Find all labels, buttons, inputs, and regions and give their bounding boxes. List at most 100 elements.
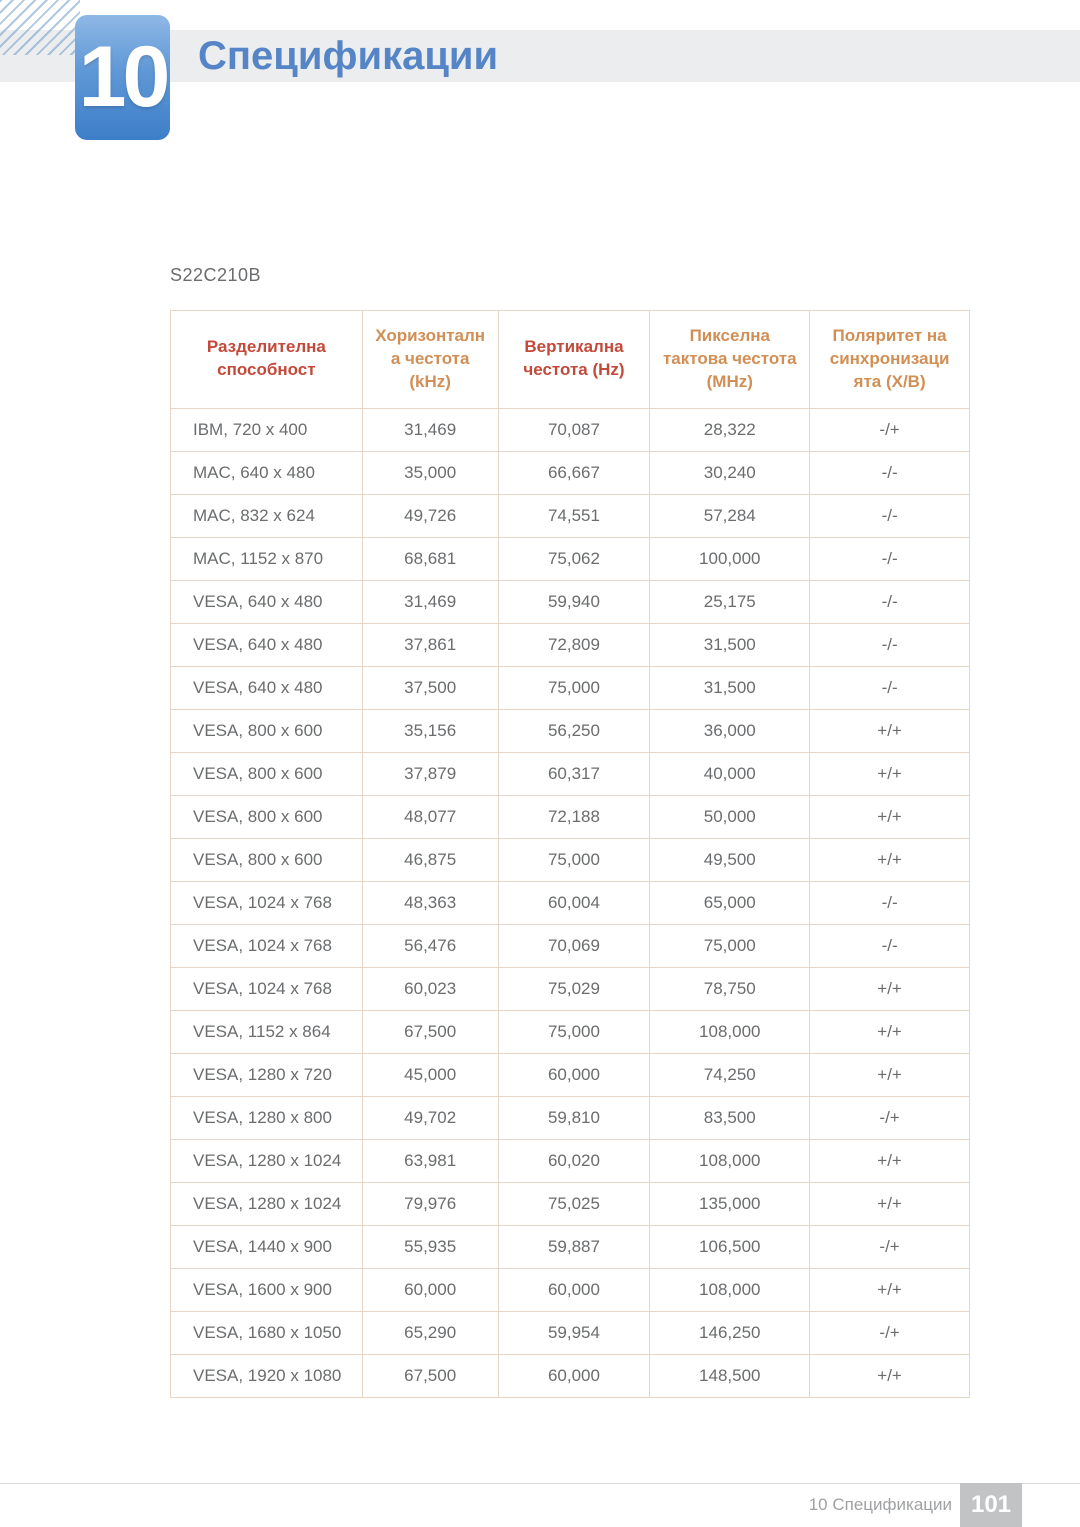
table-cell: 70,087 xyxy=(498,408,650,451)
page-number: 101 xyxy=(971,1491,1011,1519)
table-cell: 36,000 xyxy=(650,709,810,752)
table-cell: 45,000 xyxy=(362,1053,498,1096)
table-cell: 31,500 xyxy=(650,666,810,709)
table-cell: 57,284 xyxy=(650,494,810,537)
table-cell: -/+ xyxy=(810,1225,970,1268)
table-cell: +/+ xyxy=(810,1053,970,1096)
table-cell: 46,875 xyxy=(362,838,498,881)
table-cell: 75,000 xyxy=(498,666,650,709)
spec-table: Разделителна способностХоризонталн а чес… xyxy=(170,310,970,1398)
table-cell: 108,000 xyxy=(650,1139,810,1182)
table-row: VESA, 1600 x 90060,00060,000108,000+/+ xyxy=(171,1268,970,1311)
table-cell: 74,551 xyxy=(498,494,650,537)
table-row: VESA, 1024 x 76856,47670,06975,000-/- xyxy=(171,924,970,967)
table-row: VESA, 640 x 48037,50075,00031,500-/- xyxy=(171,666,970,709)
table-cell: -/+ xyxy=(810,1311,970,1354)
table-cell: VESA, 1280 x 720 xyxy=(171,1053,363,1096)
table-cell: VESA, 1152 x 864 xyxy=(171,1010,363,1053)
table-cell: 79,976 xyxy=(362,1182,498,1225)
chapter-title: Спецификации xyxy=(198,34,498,79)
table-cell: -/+ xyxy=(810,1096,970,1139)
footer-text: 10 Спецификации xyxy=(809,1495,952,1515)
table-cell: 63,981 xyxy=(362,1139,498,1182)
table-cell: 60,023 xyxy=(362,967,498,1010)
table-cell: 106,500 xyxy=(650,1225,810,1268)
table-cell: 135,000 xyxy=(650,1182,810,1225)
table-row: VESA, 1280 x 80049,70259,81083,500-/+ xyxy=(171,1096,970,1139)
table-header-row: Разделителна способностХоризонталн а чес… xyxy=(171,311,970,409)
table-cell: 60,317 xyxy=(498,752,650,795)
col-vfreq: Вертикална честота (Hz) xyxy=(498,311,650,409)
footer-bar: 10 Спецификации 101 xyxy=(0,1483,1080,1527)
table-cell: VESA, 1280 x 1024 xyxy=(171,1139,363,1182)
table-row: VESA, 1280 x 72045,00060,00074,250+/+ xyxy=(171,1053,970,1096)
table-cell: +/+ xyxy=(810,1010,970,1053)
table-cell: 75,000 xyxy=(498,1010,650,1053)
table-cell: 48,077 xyxy=(362,795,498,838)
table-cell: +/+ xyxy=(810,709,970,752)
page-number-box: 101 xyxy=(960,1483,1022,1527)
table-cell: 59,887 xyxy=(498,1225,650,1268)
col-pclk: Пикселна тактова честота (MHz) xyxy=(650,311,810,409)
table-row: VESA, 800 x 60035,15656,25036,000+/+ xyxy=(171,709,970,752)
table-cell: 25,175 xyxy=(650,580,810,623)
table-cell: IBM, 720 x 400 xyxy=(171,408,363,451)
table-cell: 60,000 xyxy=(498,1053,650,1096)
chapter-number: 10 xyxy=(79,28,167,127)
table-row: VESA, 1024 x 76848,36360,00465,000-/- xyxy=(171,881,970,924)
chapter-badge: 10 xyxy=(75,15,170,140)
table-cell: -/- xyxy=(810,623,970,666)
table-cell: 49,702 xyxy=(362,1096,498,1139)
table-cell: 59,954 xyxy=(498,1311,650,1354)
table-cell: VESA, 1280 x 1024 xyxy=(171,1182,363,1225)
table-cell: MAC, 1152 x 870 xyxy=(171,537,363,580)
table-cell: VESA, 1440 x 900 xyxy=(171,1225,363,1268)
table-cell: 72,809 xyxy=(498,623,650,666)
table-cell: 60,000 xyxy=(362,1268,498,1311)
col-hfreq: Хоризонталн а честота (kHz) xyxy=(362,311,498,409)
table-row: VESA, 800 x 60048,07772,18850,000+/+ xyxy=(171,795,970,838)
table-cell: -/- xyxy=(810,881,970,924)
table-body: IBM, 720 x 400 31,469 70,08728,322 -/+ MAC, … xyxy=(171,408,970,1397)
table-row: VESA, 800 x 60037,87960,31740,000+/+ xyxy=(171,752,970,795)
table-cell: 56,250 xyxy=(498,709,650,752)
table-cell: 31,469 xyxy=(362,580,498,623)
table-cell: 49,500 xyxy=(650,838,810,881)
table-cell: 60,000 xyxy=(498,1354,650,1397)
table-row: VESA, 1280 x 102463,98160,020108,000+/+ xyxy=(171,1139,970,1182)
table-cell: VESA, 800 x 600 xyxy=(171,838,363,881)
table-cell: VESA, 1024 x 768 xyxy=(171,967,363,1010)
table-cell: VESA, 640 x 480 xyxy=(171,666,363,709)
table-cell: 31,500 xyxy=(650,623,810,666)
table-cell: 72,188 xyxy=(498,795,650,838)
table-cell: VESA, 640 x 480 xyxy=(171,580,363,623)
col-sync: Поляритет на синхронизаци ята (Х/В) xyxy=(810,311,970,409)
table-cell: +/+ xyxy=(810,838,970,881)
table-cell: +/+ xyxy=(810,1354,970,1397)
corner-hatch xyxy=(0,0,80,55)
table-row: VESA, 800 x 60046,87575,00049,500+/+ xyxy=(171,838,970,881)
table-cell: 56,476 xyxy=(362,924,498,967)
table-cell: 40,000 xyxy=(650,752,810,795)
table-cell: -/- xyxy=(810,451,970,494)
table-cell: VESA, 640 x 480 xyxy=(171,623,363,666)
table-row: MAC, 832 x 62449,72674,55157,284-/- xyxy=(171,494,970,537)
table-cell: 75,029 xyxy=(498,967,650,1010)
table-cell: 70,069 xyxy=(498,924,650,967)
table-cell: VESA, 1920 x 1080 xyxy=(171,1354,363,1397)
table-cell: VESA, 1024 x 768 xyxy=(171,924,363,967)
table-cell: 65,000 xyxy=(650,881,810,924)
table-cell: VESA, 800 x 600 xyxy=(171,709,363,752)
table-cell: 75,025 xyxy=(498,1182,650,1225)
table-cell: 83,500 xyxy=(650,1096,810,1139)
table-row: VESA, 640 x 48031,46959,94025,175-/- xyxy=(171,580,970,623)
table-row: VESA, 1280 x 102479,97675,025135,000+/+ xyxy=(171,1182,970,1225)
table-cell: 28,322 xyxy=(650,408,810,451)
table-cell: 60,000 xyxy=(498,1268,650,1311)
table-cell: 108,000 xyxy=(650,1268,810,1311)
table-cell: +/+ xyxy=(810,1268,970,1311)
table-cell: 59,940 xyxy=(498,580,650,623)
table-cell: 50,000 xyxy=(650,795,810,838)
table-cell: 60,004 xyxy=(498,881,650,924)
table-cell: 49,726 xyxy=(362,494,498,537)
